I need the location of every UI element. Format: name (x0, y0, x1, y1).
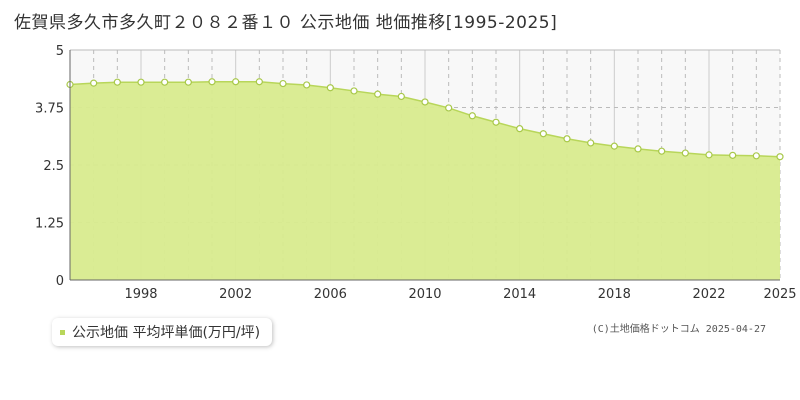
y-tick-labels: 0 1.25 2.5 3.75 5 (35, 44, 64, 289)
copyright-text: (C)土地価格ドットコム 2025-04-27 (591, 324, 766, 335)
data-point (90, 79, 98, 87)
x-tick-label: 2010 (408, 287, 441, 302)
x-tick-labels: 1998 2002 2006 2010 2014 2018 2022 2025 (124, 287, 796, 302)
legend-swatch (60, 329, 65, 335)
data-point (184, 78, 192, 86)
data-point (492, 118, 500, 126)
y-tick-label: 3.75 (35, 102, 64, 117)
data-point (303, 81, 311, 89)
data-point (255, 78, 263, 86)
data-point (208, 78, 216, 86)
data-point (232, 78, 240, 86)
data-point (161, 78, 169, 86)
data-point (681, 149, 689, 157)
data-point (468, 112, 476, 120)
data-point (587, 139, 595, 147)
legend: 公示地価 平均坪単価(万円/坪) (52, 318, 273, 346)
data-point (374, 90, 382, 98)
x-tick-label: 2014 (503, 287, 536, 302)
data-point (279, 79, 287, 88)
data-point (705, 151, 713, 159)
data-point (350, 87, 358, 95)
series-area (70, 81, 780, 281)
data-point (610, 142, 618, 150)
data-point (752, 152, 760, 160)
data-markers (66, 78, 784, 161)
x-tick-label: 2006 (314, 287, 347, 302)
data-point (137, 78, 145, 86)
data-point (539, 130, 547, 138)
x-tick-label: 1998 (124, 287, 157, 302)
x-tick-label: 2025 (763, 287, 796, 302)
data-point (397, 92, 405, 101)
legend-label: 公示地価 平均坪単価(万円/坪) (72, 325, 261, 341)
x-tick-label: 2018 (598, 287, 631, 302)
x-tick-label: 2002 (219, 287, 252, 302)
y-tick-label: 1.25 (35, 217, 64, 232)
data-point (445, 104, 453, 112)
x-tick-label: 2022 (692, 287, 725, 302)
data-point (421, 98, 429, 106)
data-point (634, 145, 642, 153)
chart-title: 佐賀県多久市多久町２０８２番１０ 公示地価 地価推移[1995-2025] (14, 13, 558, 33)
data-point (326, 84, 334, 92)
data-point (776, 153, 784, 161)
data-point (729, 151, 737, 159)
data-point (658, 147, 666, 155)
y-tick-label: 5 (56, 44, 64, 59)
axes (69, 50, 780, 281)
y-tick-label: 0 (56, 274, 64, 289)
data-point (113, 78, 121, 86)
y-tick-label: 2.5 (43, 159, 64, 174)
data-point (563, 135, 571, 143)
data-point (516, 125, 524, 133)
